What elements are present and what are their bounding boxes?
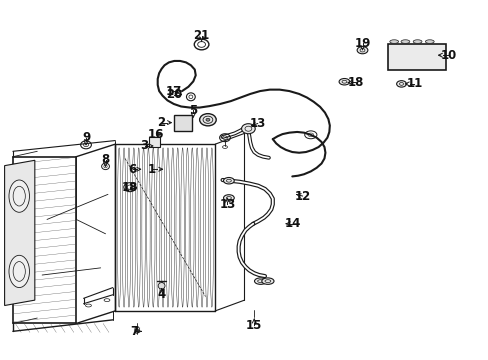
Text: 8: 8 xyxy=(101,153,109,166)
Ellipse shape xyxy=(389,40,398,43)
Text: 2: 2 xyxy=(157,116,165,129)
Text: 18: 18 xyxy=(347,76,363,89)
Text: 14: 14 xyxy=(285,217,301,230)
Ellipse shape xyxy=(223,195,234,201)
Text: 12: 12 xyxy=(294,190,310,203)
Ellipse shape xyxy=(223,177,234,184)
Text: 1: 1 xyxy=(147,163,156,176)
Text: 5: 5 xyxy=(189,104,197,117)
Text: 16: 16 xyxy=(147,127,163,141)
Text: 10: 10 xyxy=(439,49,455,62)
Text: 20: 20 xyxy=(165,88,182,101)
Ellipse shape xyxy=(396,81,406,87)
Ellipse shape xyxy=(199,114,216,126)
Ellipse shape xyxy=(158,283,164,289)
Text: 3: 3 xyxy=(140,139,148,152)
Text: 4: 4 xyxy=(157,288,165,301)
Bar xyxy=(149,137,160,147)
Ellipse shape xyxy=(338,78,349,85)
Ellipse shape xyxy=(400,40,409,43)
Ellipse shape xyxy=(412,40,421,43)
Ellipse shape xyxy=(425,40,433,43)
Text: 15: 15 xyxy=(245,319,262,332)
Polygon shape xyxy=(4,160,35,306)
Text: 6: 6 xyxy=(128,163,136,176)
Ellipse shape xyxy=(205,118,209,121)
Ellipse shape xyxy=(356,46,367,54)
Text: 13: 13 xyxy=(249,117,266,130)
Text: 19: 19 xyxy=(354,36,370,50)
Text: 13: 13 xyxy=(219,198,235,211)
Text: 11: 11 xyxy=(406,77,423,90)
Text: 18: 18 xyxy=(122,181,138,194)
Bar xyxy=(173,116,192,131)
Text: 21: 21 xyxy=(193,29,209,42)
Text: 7: 7 xyxy=(130,325,139,338)
Ellipse shape xyxy=(254,278,266,284)
Text: 9: 9 xyxy=(81,131,90,144)
Bar xyxy=(387,44,445,69)
Ellipse shape xyxy=(261,278,273,284)
Text: 17: 17 xyxy=(165,85,182,98)
Ellipse shape xyxy=(9,255,29,288)
Ellipse shape xyxy=(241,124,255,134)
Ellipse shape xyxy=(9,180,29,212)
